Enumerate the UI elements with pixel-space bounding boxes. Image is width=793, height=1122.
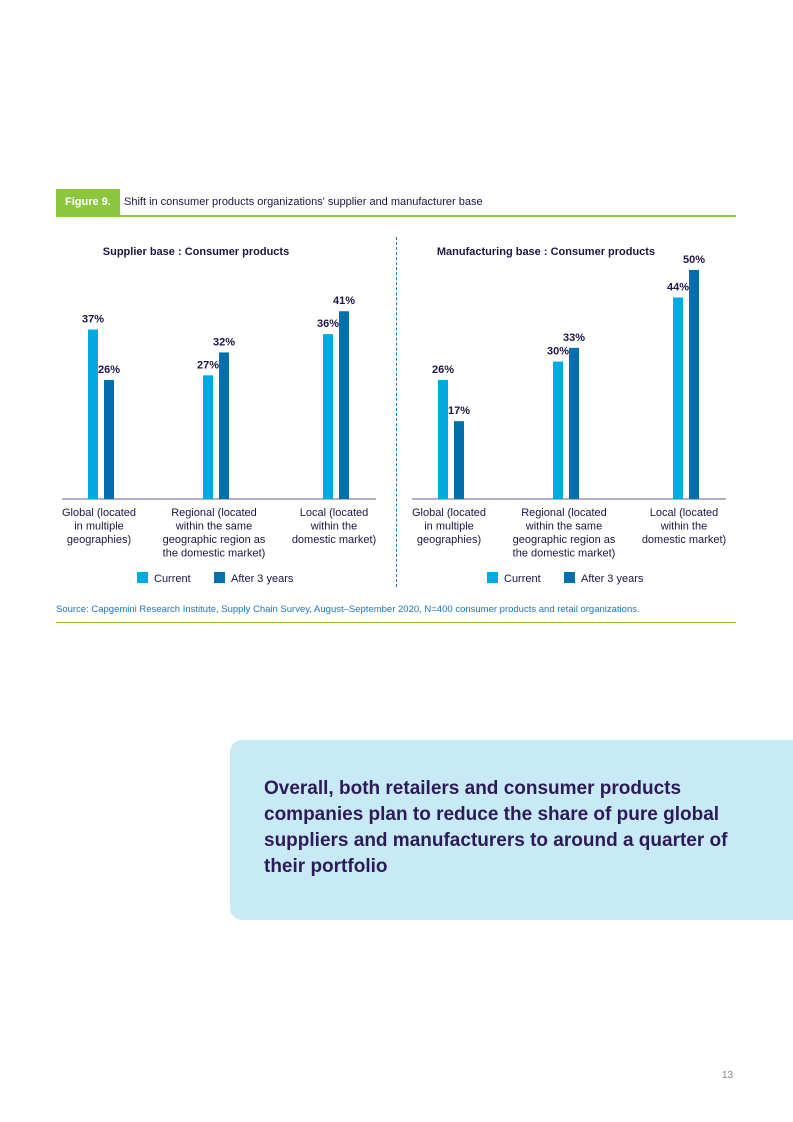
chart-title: Manufacturing base : Consumer products	[437, 246, 655, 258]
bar-current	[323, 334, 333, 499]
bar-after-3-years	[219, 352, 229, 499]
data-label: 17%	[448, 405, 470, 417]
legend-label: Current	[504, 573, 541, 585]
data-label: 32%	[213, 336, 235, 348]
legend-swatch-after-3-years	[214, 572, 225, 583]
chart-divider	[396, 237, 397, 587]
figure-title: Shift in consumer products organizations…	[124, 196, 483, 208]
legend-label: Current	[154, 573, 191, 585]
legend-swatch-current	[137, 572, 148, 583]
figure-header: Figure 9. Shift in consumer products org…	[56, 189, 736, 217]
data-label: 33%	[563, 332, 585, 344]
bar-current	[88, 329, 98, 499]
callout-text: Overall, both retailers and consumer pro…	[264, 778, 728, 877]
page-number: 13	[722, 1070, 734, 1081]
supplier-base-chart: Supplier base : Consumer products 37% 27% 3…	[62, 246, 376, 585]
category-label: Local (located within the domestic market)	[642, 507, 726, 546]
bar-after-3-years	[454, 421, 464, 499]
bar-current	[438, 379, 448, 499]
legend-label: After 3 years	[581, 573, 644, 585]
bar-after-3-years	[689, 270, 699, 499]
legend-swatch-after-3-years	[564, 572, 575, 583]
source-note: Source: Capgemini Research Institute, Su…	[56, 604, 736, 623]
callout-box: Overall, both retailers and consumer pro…	[230, 740, 793, 920]
category-label: Regional (located within the same geograph…	[163, 507, 266, 560]
legend-swatch-current	[487, 572, 498, 583]
bar-after-3-years	[339, 311, 349, 499]
bar-current	[203, 375, 213, 499]
data-label: 26%	[432, 364, 454, 376]
data-label: 44%	[667, 281, 689, 293]
bar-after-3-years	[104, 379, 114, 499]
data-label: 37%	[82, 314, 104, 326]
bar-current	[553, 361, 563, 499]
category-label: Global (located in multiple geographies)	[62, 507, 136, 546]
data-label: 36%	[317, 318, 339, 330]
data-label: 41%	[333, 295, 355, 307]
category-label: Local (located within the domestic market)	[292, 507, 376, 546]
category-label: Regional (located within the same geograph…	[513, 507, 616, 560]
chart-title: Supplier base : Consumer products	[103, 246, 289, 258]
data-label: 30%	[547, 346, 569, 358]
figure-badge: Figure 9.	[56, 189, 120, 215]
data-label: 50%	[683, 254, 705, 266]
manufacturing-base-chart: Manufacturing base : Consumer products 26…	[412, 246, 726, 585]
category-label: Global (located in multiple geographies)	[412, 507, 486, 546]
data-label: 27%	[197, 359, 219, 371]
legend-label: After 3 years	[231, 573, 294, 585]
data-label: 26%	[98, 364, 120, 376]
bar-current	[673, 297, 683, 499]
bar-after-3-years	[569, 347, 579, 499]
